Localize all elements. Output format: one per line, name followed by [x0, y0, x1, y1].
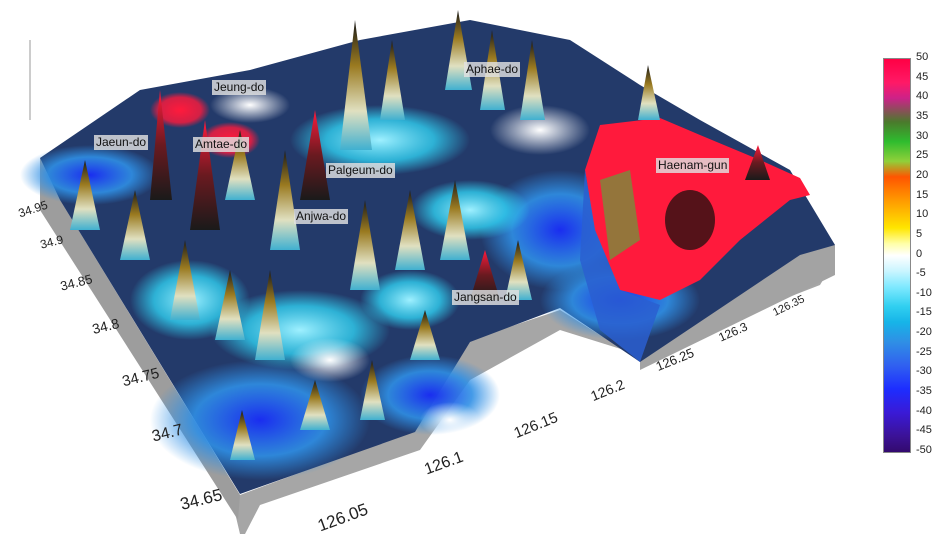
colorbar-tick-label: 45 [916, 70, 929, 83]
label-jeung-do: Jeung-do [212, 80, 267, 95]
colorbar-tick-label: -40 [916, 404, 932, 417]
label-anjwa-do: Anjwa-do [294, 209, 349, 224]
colorbar-tick-label: -20 [916, 326, 932, 339]
colorbar-tick-label: 25 [916, 149, 929, 162]
colorbar-tick-label: 20 [916, 168, 929, 181]
label-jaeun-do: Jaeun-do [94, 135, 149, 150]
colorbar-tick-label: 30 [916, 129, 929, 142]
plateau-green [600, 170, 640, 260]
plateau-slope [580, 170, 660, 362]
label-haenam-gun: Haenam-gun [656, 158, 730, 173]
colorbar-tick-label: -35 [916, 385, 932, 398]
terrain-peaks [70, 10, 770, 460]
colorbar-tick-label: 40 [916, 90, 929, 103]
colorbar-tick-label: 0 [916, 247, 923, 260]
label-jangsan-do: Jangsan-do [452, 290, 519, 305]
colorbar-tick-label: -50 [916, 444, 932, 456]
colorbar-tick-label: -30 [916, 365, 932, 378]
label-aphae-do: Aphae-do [464, 62, 521, 77]
colorbar-tick-label: 5 [916, 227, 923, 240]
colorbar-tick-label: 15 [916, 188, 929, 201]
colorbar-tick-label: 10 [916, 208, 929, 221]
colorbar-tick-label: -45 [916, 424, 932, 437]
colorbar-tick-label: -5 [916, 267, 926, 280]
colorbar-tick-label: 35 [916, 109, 929, 122]
label-palgeum-do: Palgeum-do [326, 163, 395, 178]
colorbar-tick-label: -25 [916, 345, 932, 358]
label-amtae-do: Amtae-do [193, 137, 250, 152]
colorbar [883, 58, 911, 453]
colorbar-tick-label: -15 [916, 306, 932, 319]
plateau-shadow [665, 190, 715, 250]
colorbar-tick-label: 50 [916, 51, 929, 63]
colorbar-tick-label: -10 [916, 286, 932, 299]
